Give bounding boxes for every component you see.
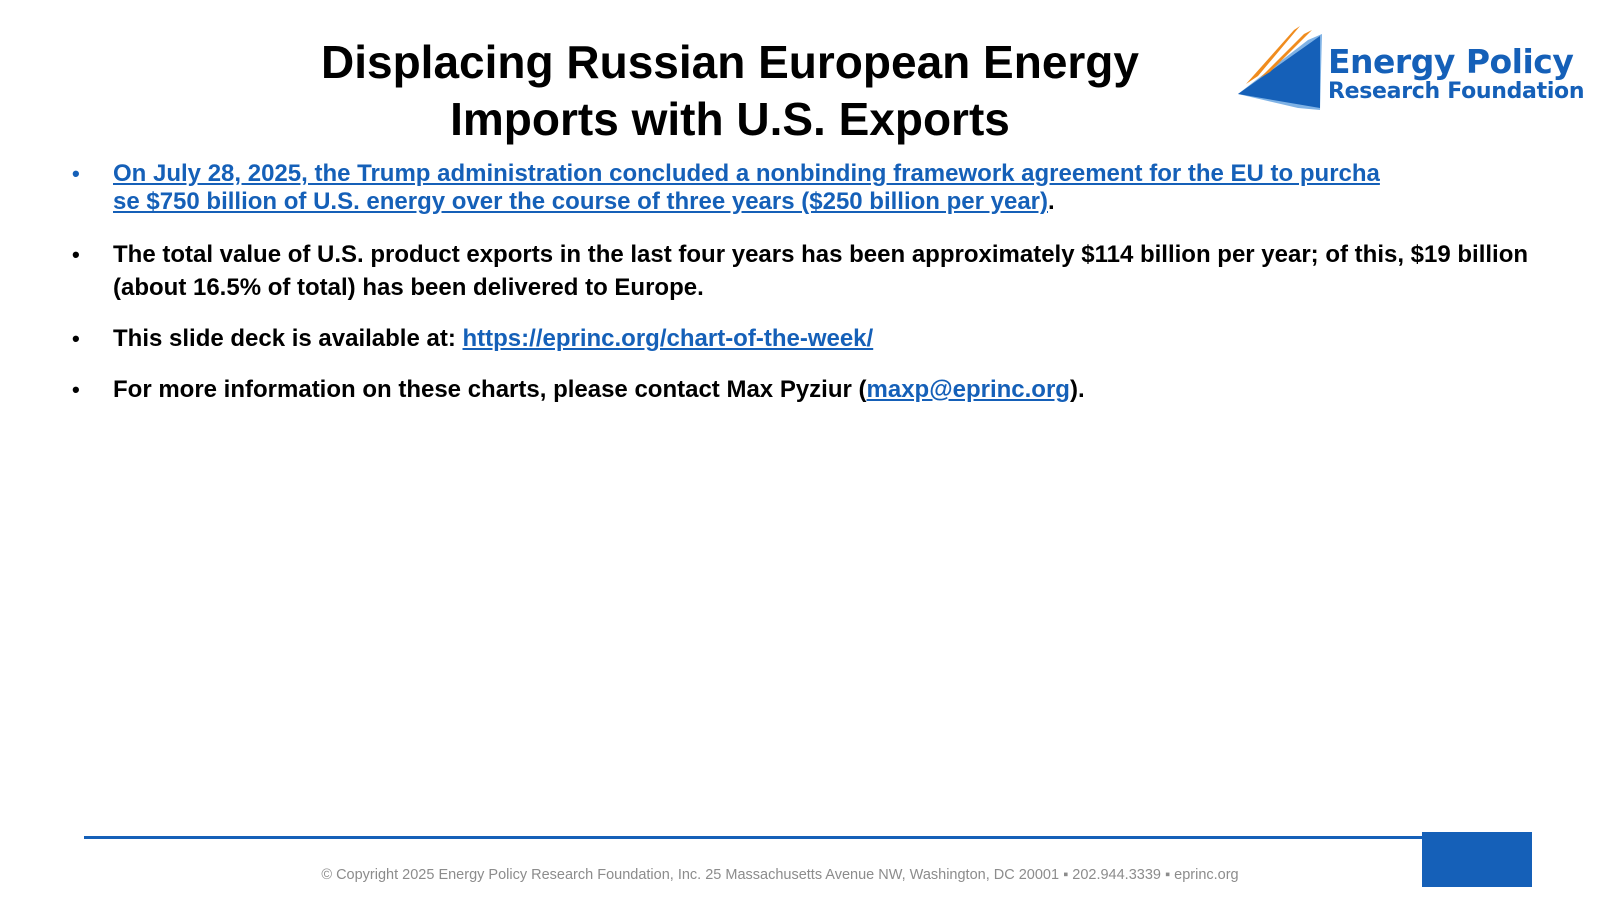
exports-text: The total value of U.S. product exports … — [113, 241, 1529, 301]
footer-block — [1422, 832, 1532, 887]
logo-name-line-1: Energy Policy — [1328, 42, 1574, 81]
bullet-item-agreement: • On July 28, 2025, the Trump administra… — [72, 160, 1532, 216]
bullet-dot-icon: • — [72, 377, 80, 402]
footer-copyright: © Copyright 2025 Energy Policy Research … — [321, 867, 1239, 883]
eprf-logo: Energy Policy Research Foundation — [1236, 24, 1586, 114]
deck-prefix: This slide deck is available at: — [113, 325, 463, 352]
email-link[interactable]: maxp@eprinc.org — [866, 376, 1070, 403]
bullet-list: • On July 28, 2025, the Trump administra… — [72, 160, 1532, 424]
bullet-item-deck: • This slide deck is available at: https… — [72, 322, 1532, 355]
chart-of-the-week-link[interactable]: https://eprinc.org/chart-of-the-week/ — [462, 325, 874, 352]
agreement-link[interactable]: On July 28, 2025, the Trump administrati… — [113, 160, 1380, 215]
bullet-dot-icon: • — [72, 326, 80, 351]
bullet-item-exports: • The total value of U.S. product export… — [72, 238, 1532, 304]
logo-name-line-2: Research Foundation — [1328, 79, 1585, 104]
bullet-dot-icon: • — [72, 161, 80, 186]
slide-title-line-2: Imports with U.S. Exports — [450, 93, 1010, 145]
footer-divider — [84, 836, 1422, 839]
agreement-suffix: . — [1048, 188, 1055, 215]
slide-title-line-1: Displacing Russian European Energy — [321, 36, 1139, 88]
contact-suffix: ). — [1069, 376, 1085, 403]
slide-title: Displacing Russian European Energy Import… — [230, 34, 1230, 148]
bullet-item-contact: • For more information on these charts, … — [72, 373, 1532, 406]
sail-flame-logo-icon — [1238, 26, 1322, 110]
contact-prefix: For more information on these charts, pl… — [113, 376, 867, 403]
bullet-dot-icon: • — [72, 242, 80, 267]
